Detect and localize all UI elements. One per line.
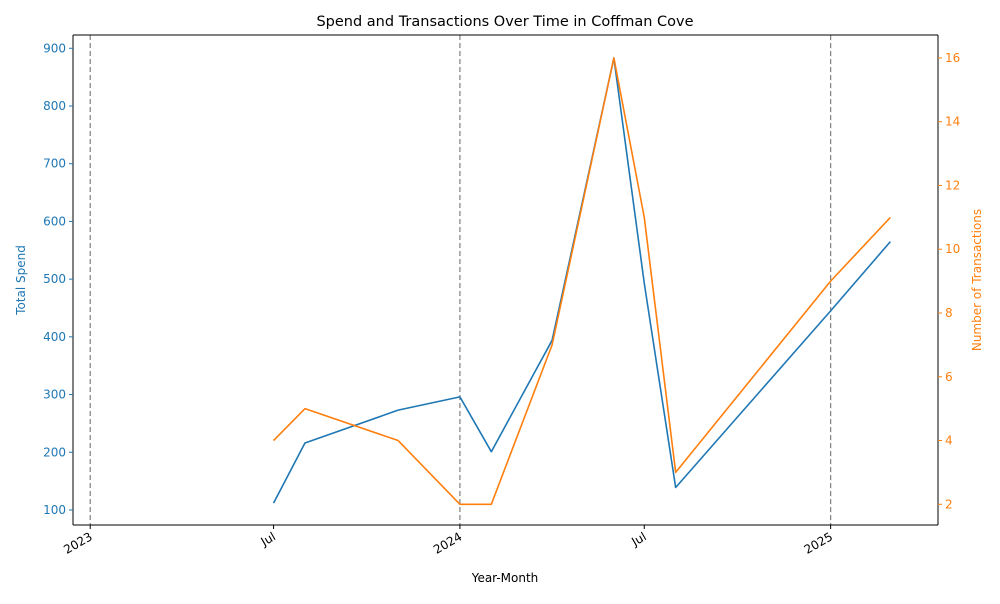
y-right-tick-label: 8 (945, 306, 953, 320)
y-left-tick-label: 700 (43, 157, 66, 171)
y-left-tick-label: 800 (43, 99, 66, 113)
y-right-tick-label: 4 (945, 434, 953, 448)
y-right-tick-label: 12 (945, 178, 960, 192)
y-right-tick-label: 2 (945, 497, 953, 511)
x-tick-label: Jul (258, 529, 278, 549)
x-axis-label: Year-Month (471, 571, 539, 585)
y-left-tick-label: 300 (43, 388, 66, 402)
y-left-tick-label: 500 (43, 272, 66, 286)
y-axis-left-label: Total Spend (14, 245, 28, 316)
y-right-tick-label: 10 (945, 242, 960, 256)
y-right-tick-label: 6 (945, 370, 953, 384)
y-left-tick-label: 900 (43, 41, 66, 55)
y-left-tick-label: 200 (43, 445, 66, 459)
series-line-spend (272, 57, 891, 504)
plot-area: 1002003004005006007008009002468101214162… (43, 34, 960, 557)
x-tick-label: Jul (628, 529, 648, 549)
y-right-tick-label: 16 (945, 51, 960, 65)
y-left-tick-label: 100 (43, 503, 66, 517)
y-left-tick-label: 400 (43, 330, 66, 344)
series-line-transactions (272, 57, 891, 506)
y-right-tick-label: 14 (945, 115, 960, 129)
y-axis-right-label: Number of Transactions (970, 209, 984, 351)
y-left-tick-label: 600 (43, 214, 66, 228)
chart-title: Spend and Transactions Over Time in Coff… (316, 14, 693, 30)
